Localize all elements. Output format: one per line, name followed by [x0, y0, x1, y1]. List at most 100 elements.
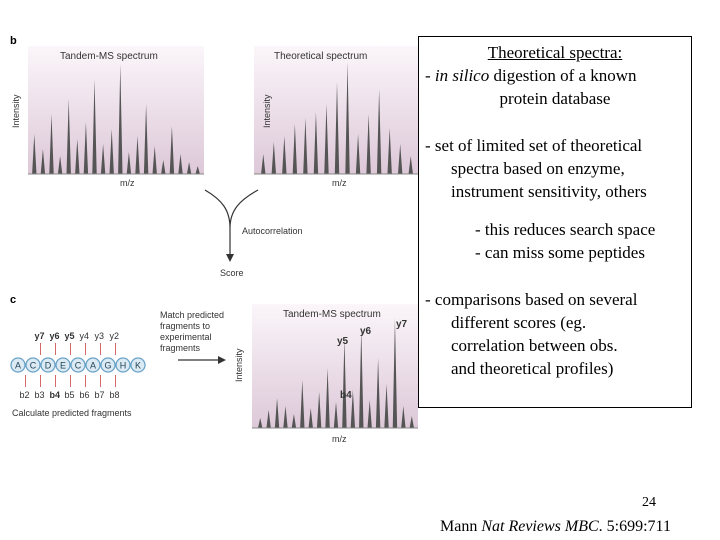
- tandem-peak: [126, 152, 132, 174]
- residue-bead: [115, 357, 131, 373]
- residue-letter: A: [15, 361, 21, 371]
- callout-bullet2-line1: - set of limited set of theoretical: [425, 136, 643, 155]
- tandem-peak: [75, 139, 80, 174]
- theoretical-peak: [408, 156, 413, 174]
- tandem-peak-c: [367, 400, 372, 428]
- y-ion-labels: y7 y6 y5 y4 y3 y2: [35, 331, 119, 355]
- residue-bead: [25, 357, 41, 373]
- residue-letter: G: [104, 361, 111, 371]
- callout-bullet3-line4: and theoretical profiles): [451, 359, 614, 378]
- tandem-peak-c: [350, 390, 356, 428]
- theoretical-peak: [387, 128, 392, 174]
- match-text-4: fragments: [160, 343, 201, 353]
- tandem-peak: [83, 122, 89, 174]
- panel-b-label: b: [10, 35, 17, 47]
- tandem-peak: [118, 64, 123, 174]
- match-text-3: experimental: [160, 332, 212, 342]
- tandem-peak-c: [300, 380, 305, 428]
- peak-label-y7: y7: [396, 319, 408, 330]
- tandem-peak: [186, 162, 192, 174]
- theoretical-peak: [261, 154, 266, 174]
- tandem-peak-c: [392, 318, 398, 428]
- tandem-peak-c: [325, 368, 330, 428]
- intensity-label-2: Intensity: [262, 94, 272, 128]
- b-ion-label: b7: [95, 390, 105, 400]
- tandem-peak-c: [266, 410, 271, 428]
- match-text-2: fragments to: [160, 321, 210, 331]
- merge-arrow: [204, 189, 259, 258]
- score-label: Score: [220, 268, 244, 278]
- callout-bullet3-line3: correlation between obs.: [451, 336, 618, 355]
- tandem-peak: [109, 129, 114, 174]
- tandem-title-c: Tandem-MS spectrum: [283, 309, 381, 320]
- theoretical-peak: [313, 112, 319, 174]
- y-ion-label: y3: [95, 331, 105, 341]
- peak-label-y5: y5: [337, 336, 349, 347]
- residue-letter: E: [60, 361, 66, 371]
- y-ion-label: y6: [50, 331, 60, 341]
- theoretical-peak: [303, 118, 308, 174]
- theoretical-peak: [355, 134, 361, 174]
- tandem-peak: [49, 114, 54, 174]
- tandem-peak-c: [283, 406, 288, 428]
- peak-label-b4: b4: [340, 390, 352, 401]
- b-ion-label: b4: [50, 390, 61, 400]
- callout-sub2: - can miss some peptides: [475, 243, 645, 262]
- citation-author: Mann: [440, 518, 482, 535]
- b-ion-label: b5: [65, 390, 75, 400]
- b-ion-label: b3: [35, 390, 45, 400]
- b-ion-label: b8: [110, 390, 120, 400]
- theoretical-title: Theoretical spectrum: [274, 51, 367, 62]
- arrow-head: [226, 254, 234, 262]
- autocorrelation-label: Autocorrelation: [242, 226, 303, 236]
- intensity-label-3: Intensity: [234, 348, 244, 382]
- peak-label-y6: y6: [360, 326, 372, 337]
- peak-label-y7-text: y7: [396, 319, 408, 330]
- mz-label: m/z: [120, 178, 135, 188]
- theoretical-peak: [282, 136, 287, 174]
- tandem-peak-c: [316, 392, 322, 428]
- theoretical-peaks: [261, 62, 413, 174]
- tandem-peak-c: [359, 328, 364, 428]
- y-ion-label: y4: [80, 331, 90, 341]
- y-ion-label: y5: [65, 331, 75, 341]
- notes-callout: Theoretical spectra: - in silico digesti…: [418, 36, 692, 408]
- tandem-peak: [92, 79, 97, 174]
- tandem-peak-c: [384, 384, 389, 428]
- callout-bullet2-line3: instrument sensitivity, others: [451, 182, 647, 201]
- peak-label-y5-text: y5: [337, 336, 349, 347]
- callout-line1-rest: digestion of a known: [489, 66, 637, 85]
- tandem-peak-c: [401, 406, 406, 428]
- tandem-peak: [57, 156, 63, 174]
- tandem-peaks-c: [258, 318, 414, 428]
- tandem-peak-c: [342, 338, 347, 428]
- tandem-peak: [100, 144, 106, 174]
- residue-letter: H: [120, 361, 127, 371]
- residue-bead: [130, 357, 146, 373]
- calc-fragments-label: Calculate predicted fragments: [12, 408, 132, 418]
- citation-rest: . 5:699:711: [598, 518, 671, 535]
- callout-bullet3-line1: - comparisons based on several: [425, 290, 638, 309]
- peak-label-b4-text: b4: [340, 390, 352, 401]
- tandem-peak-c: [333, 402, 339, 428]
- tandem-peak: [195, 166, 200, 174]
- tandem-spectrum-panel-c: [252, 304, 418, 428]
- callout-bullet3-line2: different scores (eg.: [451, 313, 587, 332]
- tandem-peak: [135, 136, 140, 174]
- tandem-peak-c: [308, 408, 313, 428]
- b-ion-label: b2: [20, 390, 30, 400]
- residue-bead: [55, 357, 71, 373]
- intensity-label: Intensity: [11, 94, 21, 128]
- b-ion-label: b6: [80, 390, 90, 400]
- tandem-peak-c: [291, 414, 297, 428]
- residue-letter: A: [90, 361, 96, 371]
- mz-label-2: m/z: [332, 178, 347, 188]
- page-number: 24: [642, 495, 656, 510]
- peak-label-y6-text: y6: [360, 326, 372, 337]
- callout-bullet2-line2: spectra based on enzyme,: [451, 159, 625, 178]
- tandem-peak: [152, 146, 157, 174]
- tandem-peak: [143, 104, 149, 174]
- tandem-peaks: [32, 64, 200, 174]
- callout-in-silico: in silico: [434, 66, 490, 85]
